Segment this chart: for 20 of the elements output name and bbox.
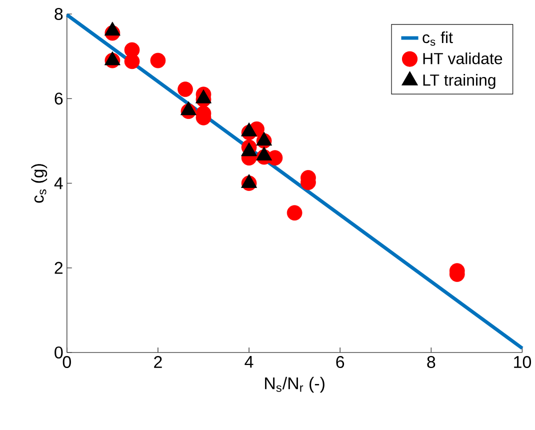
x-tick-label: 8 xyxy=(427,356,436,368)
legend-label: LT training xyxy=(423,74,496,89)
y-tick-label: 6 xyxy=(54,92,63,104)
x-tick-label: 4 xyxy=(244,356,254,368)
y-tick-label: 8 xyxy=(54,8,63,20)
x-tick-label: 2 xyxy=(154,356,162,368)
point xyxy=(124,54,140,69)
x-tick-label: 10 xyxy=(514,356,532,368)
legend-label: c$_{s}$ fit xyxy=(422,31,453,46)
y-tick-label: 2 xyxy=(54,262,63,274)
y-axis-title: c$_{s}$ (g) xyxy=(31,164,48,203)
x-tick-label: 6 xyxy=(336,356,344,368)
x-tick-label: 0 xyxy=(62,356,71,368)
x-axis-title: N$_{s}$/N$_{r}$ (-) xyxy=(265,376,324,393)
y-tick-label: 0 xyxy=(54,346,63,358)
legend-label: HT validate xyxy=(423,52,502,64)
point xyxy=(286,204,302,220)
point xyxy=(150,52,166,68)
y-tick-label: 4 xyxy=(54,177,63,189)
point xyxy=(178,81,193,97)
